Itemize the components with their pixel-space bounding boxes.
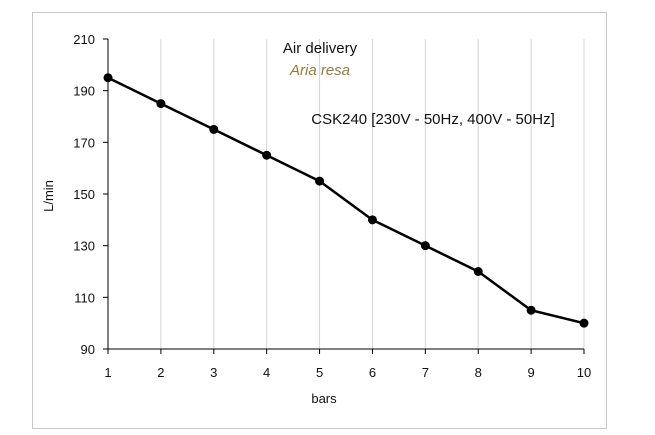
y-tick-label: 90 <box>81 342 95 357</box>
x-tick-label: 4 <box>263 365 270 380</box>
data-point <box>156 99 166 109</box>
data-point <box>579 318 589 328</box>
x-tick-label: 7 <box>422 365 429 380</box>
data-point <box>315 176 325 186</box>
data-point <box>367 215 377 225</box>
data-point <box>103 73 113 83</box>
chart-frame: 90 110 130 150 170 190 210 1 2 3 4 5 6 7 8 9 10 Air deli… <box>32 12 607 429</box>
data-point <box>526 305 536 315</box>
x-tick-label: 3 <box>210 365 217 380</box>
y-axis-title: L/min <box>41 180 56 212</box>
data-point <box>262 150 272 160</box>
y-tick-label: 150 <box>73 187 95 202</box>
series-line <box>107 76 585 325</box>
data-point <box>209 124 219 134</box>
x-tick-label: 5 <box>316 365 323 380</box>
y-tick-label: 170 <box>73 135 95 150</box>
x-tick-label: 9 <box>527 365 534 380</box>
grid-layer <box>107 39 585 349</box>
line-chart: 90 110 130 150 170 190 210 1 2 3 4 5 6 7 8 9 10 Air deli… <box>41 32 591 406</box>
series-label: CSK240 [230V - 50Hz, 400V - 50Hz] <box>311 111 554 128</box>
x-tick-label: 8 <box>475 365 482 380</box>
series-layer <box>103 73 589 328</box>
chart-title: Air delivery <box>283 40 358 57</box>
data-point <box>473 267 483 276</box>
y-tick-label: 210 <box>73 32 95 47</box>
x-axis-title: bars <box>311 391 337 406</box>
y-tick-label: 110 <box>74 290 95 305</box>
axis-layer: 90 110 130 150 170 190 210 1 2 3 4 5 6 7 8 9 10 <box>73 32 591 380</box>
x-tick-label: 10 <box>577 365 591 380</box>
chart-subtitle: Aria resa <box>289 62 350 79</box>
y-tick-label: 130 <box>73 239 95 254</box>
x-tick-label: 1 <box>104 365 111 380</box>
label-layer: Air delivery Aria resa CSK240 [230V - 50… <box>41 40 555 406</box>
x-tick-label: 6 <box>369 365 376 380</box>
data-point <box>420 241 430 251</box>
y-tick-label: 190 <box>73 84 95 99</box>
x-tick-label: 2 <box>157 365 164 380</box>
